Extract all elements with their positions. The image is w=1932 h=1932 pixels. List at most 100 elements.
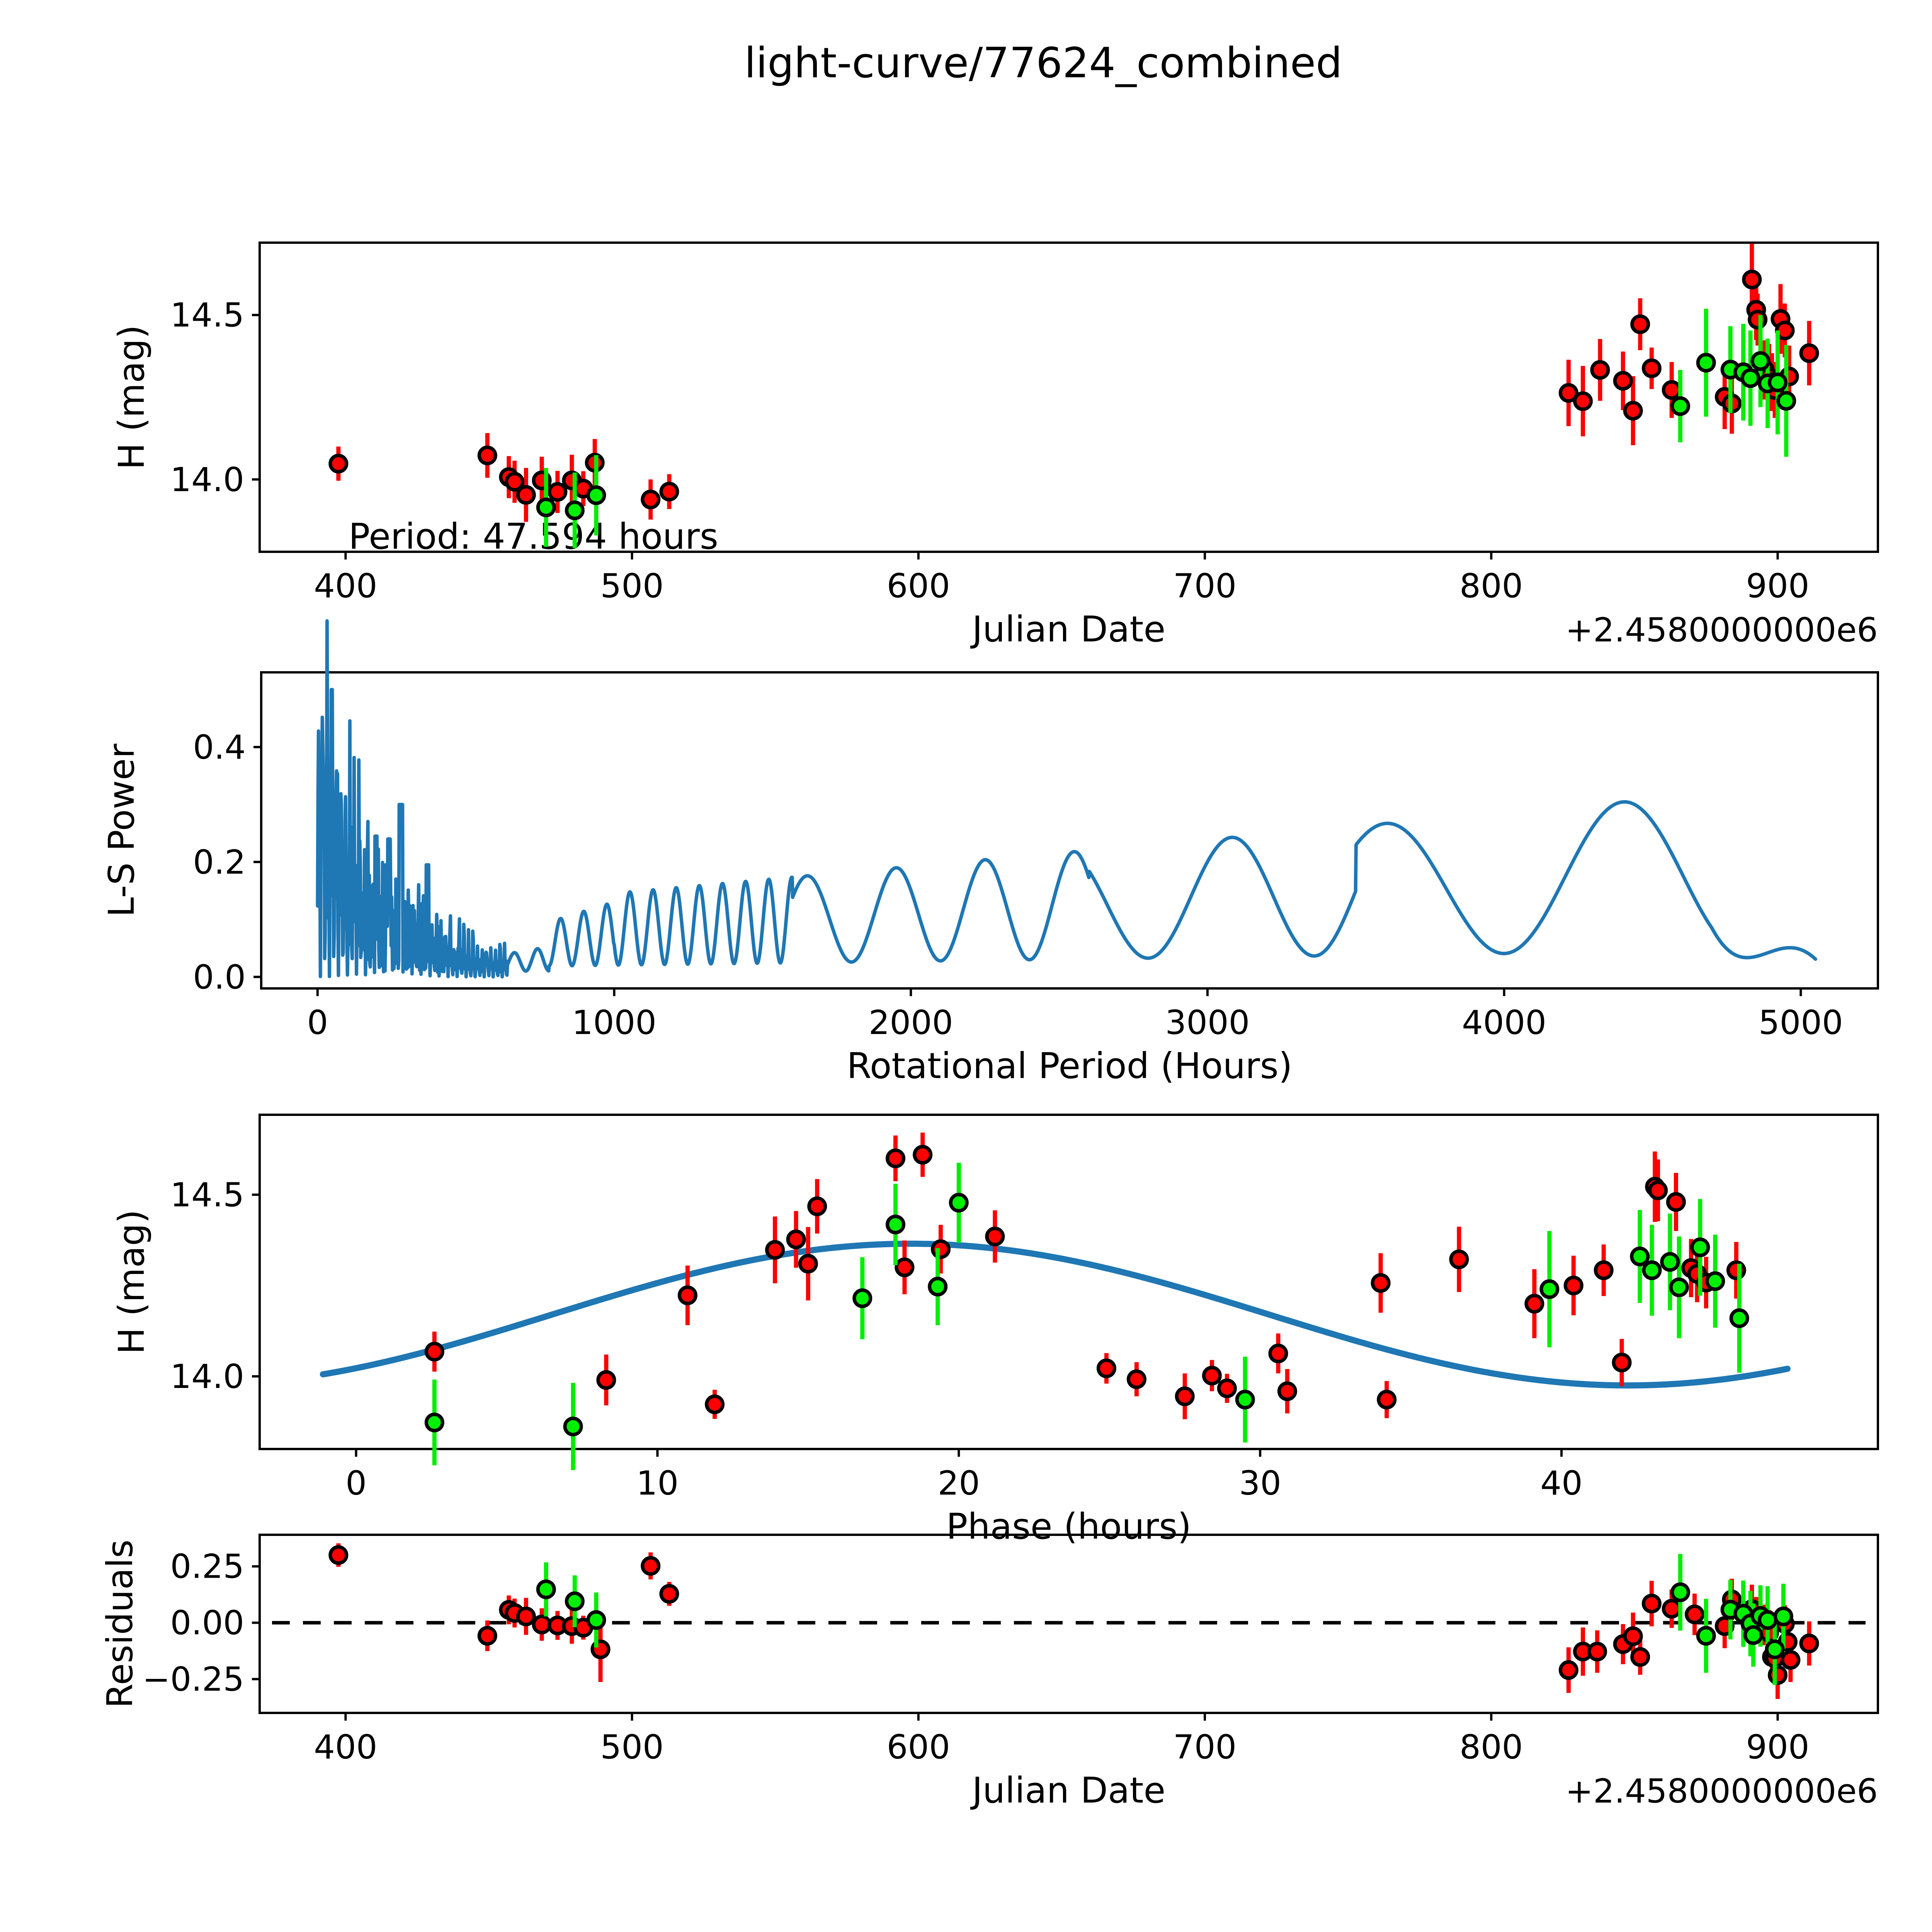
- data-point-lightcurve-red-13[interactable]: [1573, 391, 1593, 411]
- data-point-phasefold-red-24[interactable]: [1563, 1276, 1583, 1296]
- data-point-phasefold-green-4[interactable]: [928, 1277, 948, 1297]
- data-point-phasefold-red-18[interactable]: [1268, 1344, 1288, 1364]
- data-point-phasefold-red-22[interactable]: [1449, 1249, 1469, 1269]
- y-axis-label-residuals: Residuals: [99, 1539, 141, 1708]
- data-point-phasefold-red-11[interactable]: [931, 1239, 951, 1259]
- data-point-lightcurve-red-32[interactable]: [1799, 343, 1819, 363]
- data-point-phasefold-red-20[interactable]: [1371, 1273, 1391, 1293]
- data-point-phasefold-red-26[interactable]: [1612, 1352, 1632, 1372]
- data-point-residuals-red-16[interactable]: [1623, 1626, 1643, 1646]
- data-point-residuals-red-11[interactable]: [659, 1584, 679, 1604]
- data-point-phasefold-red-14[interactable]: [1126, 1369, 1146, 1389]
- data-point-residuals-red-30[interactable]: [1768, 1665, 1788, 1685]
- data-point-phasefold-red-25[interactable]: [1594, 1260, 1614, 1280]
- data-point-phasefold-green-13[interactable]: [1705, 1271, 1725, 1291]
- data-point-lightcurve-red-10[interactable]: [641, 490, 661, 510]
- data-point-lightcurve-green-3[interactable]: [1696, 353, 1716, 373]
- data-point-lightcurve-green-2[interactable]: [586, 485, 606, 505]
- data-point-lightcurve-red-4[interactable]: [516, 485, 536, 505]
- data-point-lightcurve-green-7[interactable]: [1750, 351, 1770, 371]
- data-point-lightcurve-red-12[interactable]: [1558, 383, 1578, 403]
- data-point-phasefold-red-28[interactable]: [1648, 1180, 1668, 1201]
- data-point-lightcurve-red-6[interactable]: [548, 482, 568, 502]
- data-point-residuals-green-8[interactable]: [1743, 1625, 1764, 1645]
- data-point-phasefold-red-12[interactable]: [985, 1226, 1005, 1247]
- data-point-phasefold-green-2[interactable]: [852, 1288, 872, 1308]
- data-point-residuals-red-19[interactable]: [1662, 1599, 1682, 1619]
- data-point-residuals-green-0[interactable]: [536, 1579, 556, 1599]
- data-point-lightcurve-green-9[interactable]: [1768, 372, 1788, 393]
- data-point-phasefold-green-11[interactable]: [1669, 1277, 1689, 1298]
- data-point-residuals-red-12[interactable]: [1558, 1660, 1578, 1680]
- data-point-lightcurve-green-10[interactable]: [1776, 391, 1796, 411]
- data-point-phasefold-green-5[interactable]: [949, 1193, 969, 1213]
- data-point-phasefold-green-3[interactable]: [886, 1214, 906, 1235]
- data-point-phasefold-red-29[interactable]: [1666, 1192, 1686, 1212]
- data-point-phasefold-green-14[interactable]: [1729, 1308, 1749, 1328]
- data-point-residuals-red-20[interactable]: [1685, 1604, 1705, 1624]
- data-point-residuals-red-4[interactable]: [516, 1606, 536, 1626]
- data-point-residuals-green-1[interactable]: [565, 1591, 585, 1611]
- data-point-residuals-red-34[interactable]: [1799, 1633, 1819, 1653]
- data-point-lightcurve-red-22[interactable]: [1742, 269, 1762, 289]
- data-point-phasefold-red-15[interactable]: [1175, 1386, 1195, 1406]
- data-point-phasefold-red-3[interactable]: [705, 1394, 725, 1414]
- data-point-lightcurve-red-19[interactable]: [1662, 380, 1682, 400]
- data-point-phasefold-red-17[interactable]: [1217, 1378, 1237, 1398]
- data-point-phasefold-red-10[interactable]: [913, 1145, 933, 1165]
- data-point-phasefold-green-12[interactable]: [1690, 1237, 1710, 1257]
- data-point-lightcurve-red-14[interactable]: [1590, 360, 1610, 380]
- data-point-phasefold-green-0[interactable]: [424, 1412, 444, 1432]
- data-point-lightcurve-red-18[interactable]: [1641, 358, 1662, 378]
- data-point-phasefold-green-8[interactable]: [1630, 1247, 1650, 1267]
- data-point-residuals-green-10[interactable]: [1758, 1610, 1778, 1630]
- data-point-lightcurve-red-24[interactable]: [1748, 310, 1768, 330]
- data-point-phasefold-red-1[interactable]: [596, 1370, 616, 1390]
- data-point-phasefold-red-16[interactable]: [1202, 1366, 1222, 1386]
- data-point-lightcurve-green-11[interactable]: [1670, 396, 1690, 416]
- data-point-phasefold-green-6[interactable]: [1235, 1389, 1255, 1410]
- data-point-residuals-red-17[interactable]: [1630, 1647, 1650, 1667]
- data-point-lightcurve-red-1[interactable]: [477, 446, 497, 466]
- data-point-residuals-red-33[interactable]: [1781, 1650, 1801, 1670]
- data-point-lightcurve-red-0[interactable]: [328, 454, 349, 474]
- data-point-residuals-green-11[interactable]: [1765, 1639, 1785, 1659]
- x-tick-label-lightcurve-2: 600: [887, 567, 950, 605]
- data-point-residuals-red-18[interactable]: [1641, 1594, 1662, 1614]
- data-point-phasefold-red-0[interactable]: [424, 1342, 444, 1362]
- data-point-residuals-red-1[interactable]: [477, 1626, 497, 1646]
- data-point-phasefold-red-21[interactable]: [1377, 1389, 1397, 1410]
- data-point-phasefold-red-2[interactable]: [677, 1285, 697, 1305]
- data-point-lightcurve-green-1[interactable]: [565, 500, 585, 520]
- data-point-phasefold-red-6[interactable]: [798, 1253, 818, 1274]
- data-point-phasefold-red-7[interactable]: [807, 1196, 827, 1216]
- data-point-phasefold-green-7[interactable]: [1539, 1279, 1560, 1299]
- data-point-phasefold-red-4[interactable]: [765, 1240, 785, 1260]
- data-point-phasefold-green-9[interactable]: [1642, 1260, 1662, 1280]
- data-point-residuals-green-12[interactable]: [1773, 1606, 1793, 1626]
- data-point-lightcurve-green-6[interactable]: [1740, 368, 1760, 388]
- data-point-phasefold-red-9[interactable]: [895, 1257, 915, 1277]
- data-point-residuals-red-0[interactable]: [328, 1545, 349, 1565]
- data-point-lightcurve-red-16[interactable]: [1623, 401, 1643, 421]
- data-point-phasefold-green-1[interactable]: [563, 1417, 583, 1437]
- data-point-phasefold-red-23[interactable]: [1524, 1294, 1544, 1314]
- data-point-phasefold-red-5[interactable]: [786, 1229, 806, 1249]
- data-point-phasefold-red-8[interactable]: [886, 1148, 906, 1168]
- data-point-phasefold-red-13[interactable]: [1096, 1358, 1116, 1378]
- data-point-phasefold-red-19[interactable]: [1277, 1381, 1297, 1401]
- data-point-residuals-green-3[interactable]: [1670, 1582, 1690, 1602]
- data-point-residuals-red-10[interactable]: [641, 1556, 661, 1576]
- data-point-residuals-green-4[interactable]: [1696, 1626, 1716, 1646]
- data-point-phasefold-red-33[interactable]: [1726, 1260, 1746, 1280]
- data-point-lightcurve-red-15[interactable]: [1613, 371, 1633, 391]
- data-point-lightcurve-red-11[interactable]: [659, 481, 679, 502]
- data-point-residuals-red-5[interactable]: [532, 1614, 552, 1634]
- x-tick-label-phasefold-1: 10: [636, 1464, 679, 1503]
- data-point-lightcurve-green-0[interactable]: [536, 497, 556, 517]
- data-point-residuals-green-2[interactable]: [586, 1610, 606, 1630]
- data-point-lightcurve-red-17[interactable]: [1630, 314, 1650, 334]
- data-point-residuals-red-14[interactable]: [1587, 1641, 1607, 1662]
- data-point-phasefold-green-10[interactable]: [1660, 1252, 1680, 1272]
- data-point-lightcurve-red-3[interactable]: [505, 472, 525, 492]
